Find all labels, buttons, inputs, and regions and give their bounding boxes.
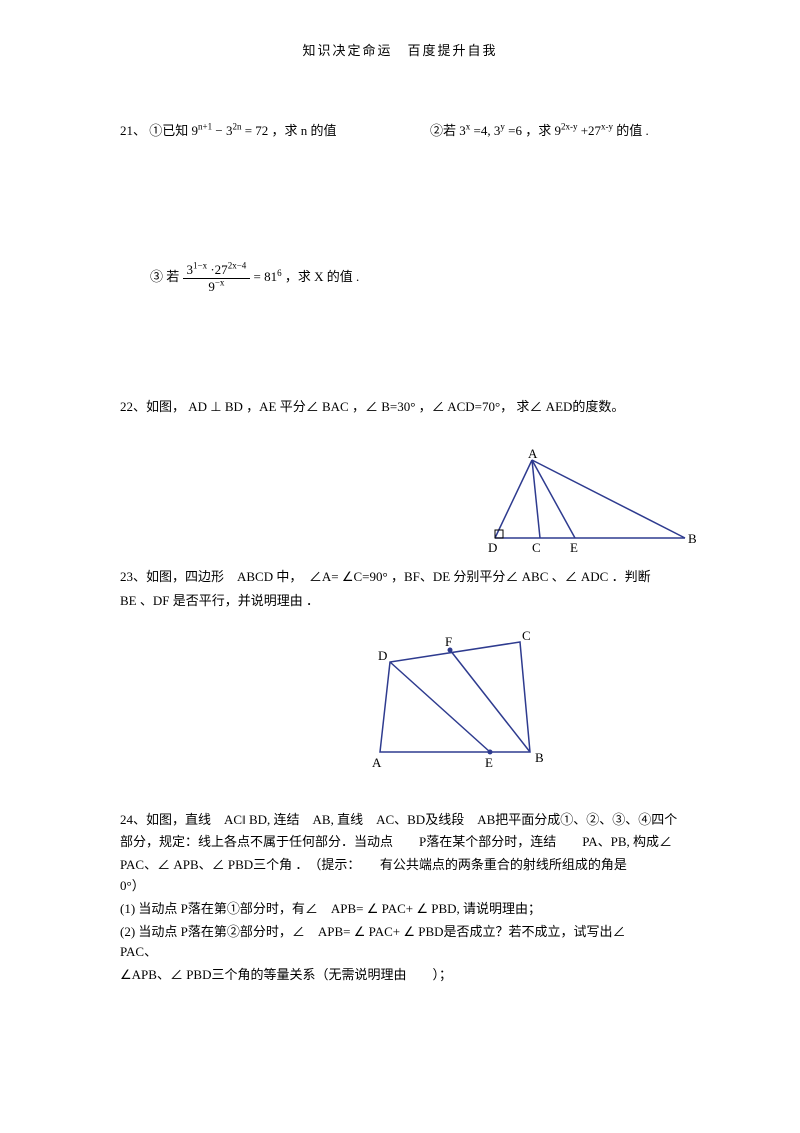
- q22-label-A: A: [528, 448, 538, 461]
- q23-label-D: D: [378, 648, 387, 663]
- q22-label-E: E: [570, 540, 578, 555]
- question-21: 21、 ①已知 9n+1 − 32n = 72 ，求 n 的值 ②若 3x =4…: [120, 119, 680, 142]
- q24-l4: (1) 当动点 P落在第①部分时，有∠ APB= ∠ PAC+ ∠ PBD, 请…: [120, 899, 680, 920]
- q21-p2-prefix: ②若: [430, 123, 459, 138]
- q22-label-B: B: [688, 531, 697, 546]
- q21-p2-e1: x: [466, 122, 471, 132]
- q21-part1: 21、 ①已知 9n+1 − 32n = 72 ，求 n 的值: [120, 119, 370, 142]
- q21-part3: ③ 若 31−x ·272x−4 9−x = 816 ，求 X 的值 .: [150, 262, 680, 294]
- q21-p3-num-ae: 1−x: [193, 261, 207, 271]
- q21-p3-den-ae: −x: [215, 278, 225, 288]
- q21-p2-e2: y: [500, 122, 505, 132]
- q24-l2: 部分，规定：线上各点不属于任何部分．当动点 P落在某个部分时，连结 PA、PB,…: [120, 832, 680, 853]
- q21-part2: ②若 3x =4, 3y =6 ，求 92x-y +27x-y 的值 .: [430, 119, 680, 142]
- q21-p1-eq: = 72 ，求 n 的值: [245, 123, 337, 138]
- q24-l5: (2) 当动点 P落在第②部分时，∠ APB= ∠ PAC+ ∠ PBD是否成立…: [120, 922, 680, 964]
- q21-p2-e4: x-y: [601, 122, 613, 132]
- q21-p1-e1: n+1: [198, 122, 212, 132]
- q21-p3-fraction: 31−x ·272x−4 9−x: [183, 262, 251, 294]
- q21-p3-eq-e: 6: [277, 268, 282, 278]
- q22-text: 22、如图， AD ⊥ BD ，AE 平分∠ BAC ，∠ B=30° ，∠ A…: [120, 399, 624, 414]
- q23-label-C: C: [522, 628, 531, 643]
- q21-p2-e3: 2x-y: [561, 122, 578, 132]
- q21-p1-e2: 2n: [232, 122, 241, 132]
- q23-label-F: F: [445, 634, 452, 649]
- q23-figure: A B C D E F: [240, 622, 680, 779]
- q21-p1-prefix: ①已知: [149, 123, 191, 138]
- q23-label-E: E: [485, 755, 493, 770]
- q23-line1: 23、如图，四边形 ABCD 中， ∠A= ∠C=90° ，BF、DE 分别平分…: [120, 565, 680, 588]
- q23-line2: BE 、DF 是否平行，并说明理由 ．: [120, 589, 680, 612]
- q24-l3: PAC、∠ APB、∠ PBD三个角 ． （提示： 有公共端点的两条重合的射线所…: [120, 855, 680, 897]
- q21-p2-eq2: =6 ，求: [508, 123, 554, 138]
- q22-label-D: D: [488, 540, 497, 555]
- question-24: 24、如图，直线 AC‖ BD, 连结 AB, 直线 AC、BD及线段 AB把平…: [120, 810, 680, 986]
- q21-p3-num-dot: ·27: [210, 262, 227, 277]
- q21-p3-num-be: 2x−4: [228, 261, 247, 271]
- q23-label-A: A: [372, 755, 382, 770]
- q21-p2-plus: +27: [581, 123, 601, 138]
- q21-p3-prefix: ③ 若: [150, 269, 183, 284]
- q21-p3-tail: ，求 X 的值 .: [285, 269, 359, 284]
- q23-label-B: B: [535, 750, 544, 765]
- q21-p3-eq: = 81: [254, 269, 278, 284]
- q22-label-C: C: [532, 540, 541, 555]
- page-header: 知识决定命运 百度提升自我: [120, 40, 680, 59]
- question-23: 23、如图，四边形 ABCD 中， ∠A= ∠C=90° ，BF、DE 分别平分…: [120, 565, 680, 779]
- q21-p2-eq1: =4,: [474, 123, 491, 138]
- q21-p2-tail: 的值 .: [616, 123, 649, 138]
- q22-figure: A B C D E: [470, 448, 700, 565]
- question-22: 22、如图， AD ⊥ BD ，AE 平分∠ BAC ，∠ B=30° ，∠ A…: [120, 395, 680, 418]
- q24-l6: ∠APB、∠ PBD三个角的等量关系（无需说明理由 ）；: [120, 965, 680, 986]
- q21-number: 21、: [120, 123, 146, 138]
- q21-p1-minus: −: [215, 123, 226, 138]
- q24-l1: 24、如图，直线 AC‖ BD, 连结 AB, 直线 AC、BD及线段 AB把平…: [120, 810, 680, 831]
